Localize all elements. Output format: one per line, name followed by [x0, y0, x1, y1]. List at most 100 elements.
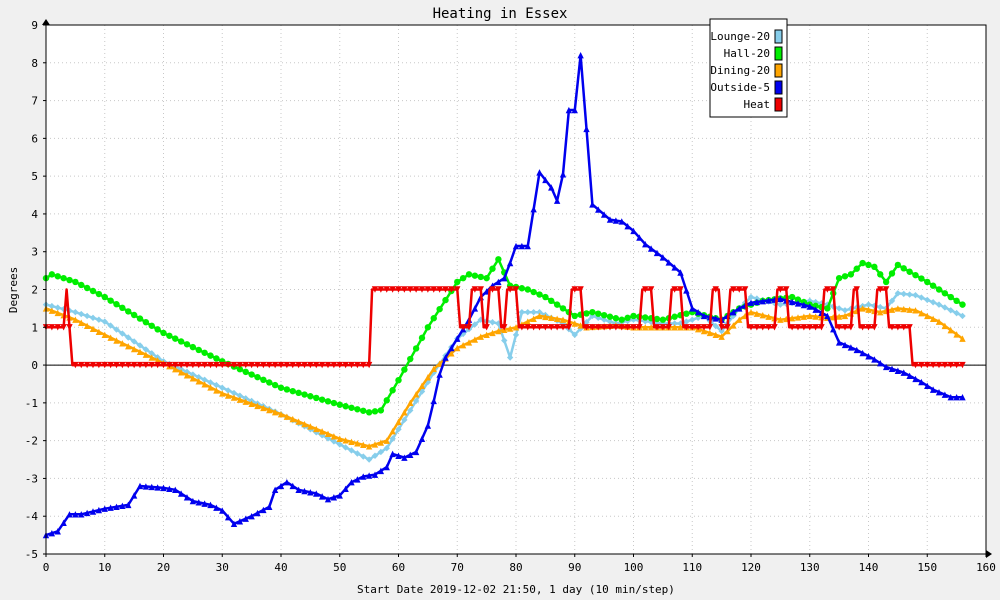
data-point [371, 408, 379, 415]
data-point [60, 324, 67, 331]
data-point [689, 324, 696, 331]
series-outside-5 [42, 52, 966, 539]
data-point [712, 331, 719, 339]
data-point [330, 361, 338, 369]
data-point [548, 297, 555, 305]
data-point [894, 305, 902, 312]
data-point [107, 334, 114, 341]
data-point [289, 387, 296, 395]
data-point [671, 324, 678, 331]
data-point [395, 426, 402, 433]
data-point [95, 506, 103, 514]
data-point [583, 310, 590, 317]
data-point [918, 378, 925, 386]
data-point [401, 409, 408, 416]
data-point [806, 324, 813, 331]
data-point [142, 346, 150, 353]
data-point [412, 391, 420, 398]
data-point [935, 318, 943, 325]
data-point [148, 483, 155, 491]
data-point [929, 299, 937, 306]
data-point [318, 396, 326, 403]
data-point [624, 314, 631, 322]
data-point [783, 286, 790, 293]
data-point [136, 342, 144, 349]
data-point [89, 361, 97, 369]
data-point [577, 286, 584, 293]
data-point [947, 393, 954, 401]
data-point [418, 435, 426, 442]
data-point [78, 361, 85, 369]
x-tick-label: 30 [216, 561, 229, 574]
data-point [48, 302, 56, 310]
data-point [430, 397, 437, 405]
data-point [66, 276, 73, 284]
data-point [107, 361, 114, 369]
data-point [495, 278, 502, 286]
data-point [524, 308, 531, 316]
data-point [219, 384, 226, 391]
data-point [412, 286, 420, 293]
data-point [354, 450, 361, 457]
data-point [853, 286, 860, 293]
data-point [219, 361, 226, 369]
data-point [107, 504, 114, 511]
data-point [213, 355, 220, 362]
data-point [548, 184, 555, 191]
y-tick-label: 2 [31, 284, 38, 297]
data-point [154, 326, 161, 333]
data-point [219, 507, 226, 514]
data-point [454, 286, 461, 293]
data-point [407, 399, 414, 407]
data-point [318, 493, 326, 500]
data-point [477, 333, 484, 340]
data-point [794, 324, 802, 331]
data-point [89, 314, 97, 322]
data-point [882, 363, 890, 371]
data-point [371, 441, 379, 448]
data-point [119, 340, 126, 347]
data-point [130, 338, 138, 345]
data-point [448, 286, 455, 293]
data-point [254, 509, 261, 517]
x-tick-label: 50 [333, 561, 346, 574]
data-point [236, 361, 244, 369]
data-point [483, 324, 490, 331]
data-point [348, 479, 355, 486]
data-point [600, 311, 608, 319]
data-point [501, 274, 508, 282]
data-point [924, 312, 931, 320]
data-point [83, 361, 91, 369]
data-point [859, 305, 866, 312]
data-point [953, 309, 960, 317]
data-point [653, 249, 661, 257]
x-axis-arrow [986, 550, 992, 558]
data-point [348, 361, 355, 369]
y-tick-label: 9 [31, 19, 38, 32]
data-point [313, 394, 320, 402]
data-point [800, 301, 808, 309]
data-point [266, 361, 273, 369]
data-point [600, 324, 608, 331]
data-point [465, 324, 473, 331]
data-point [377, 286, 385, 293]
data-point [935, 301, 943, 308]
data-point [718, 333, 725, 340]
data-point [689, 305, 696, 312]
data-point [530, 308, 537, 316]
data-point [841, 341, 849, 349]
data-point [213, 387, 220, 394]
data-point [906, 324, 913, 331]
data-point [865, 324, 872, 331]
data-point [260, 404, 267, 412]
data-point [841, 307, 849, 314]
data-point [524, 242, 531, 250]
data-point [354, 476, 361, 483]
legend-label: Hall-20 [724, 47, 770, 60]
data-point [835, 324, 843, 331]
data-point [912, 291, 919, 299]
data-point [565, 106, 573, 114]
data-point [54, 528, 61, 535]
data-point [354, 406, 361, 413]
data-point [48, 324, 56, 331]
